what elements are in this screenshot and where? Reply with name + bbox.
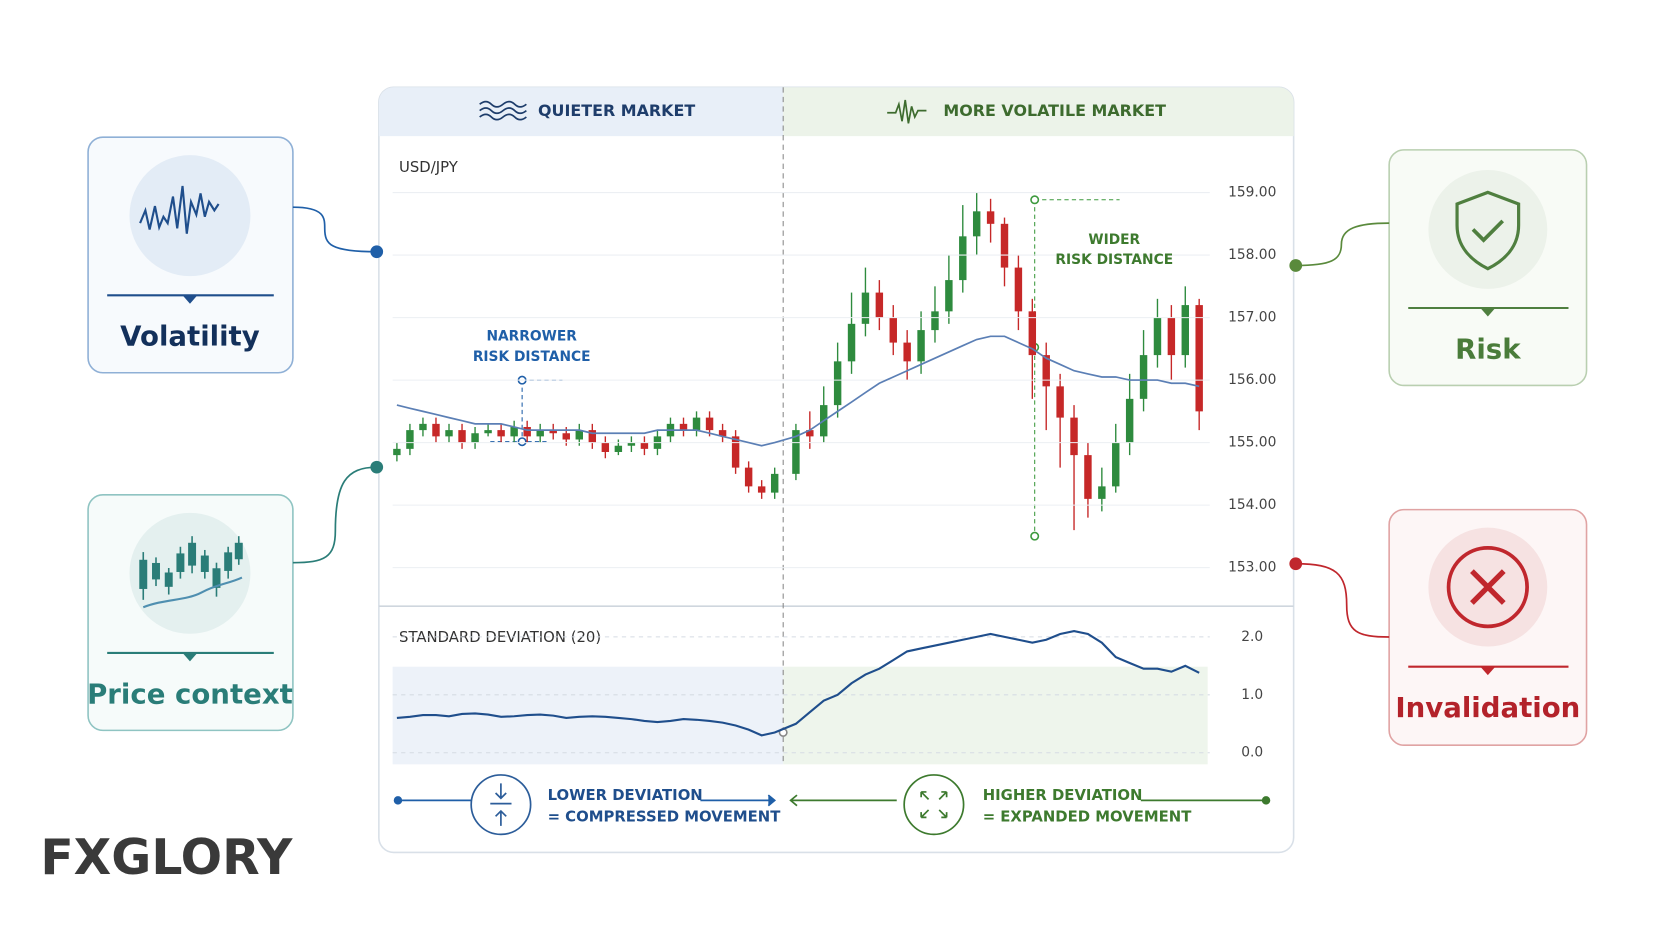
candle-body bbox=[731, 436, 740, 468]
header-left-bg bbox=[378, 87, 784, 137]
header-right: MORE VOLATILE MARKET bbox=[943, 101, 1166, 120]
card-label: Price context bbox=[87, 677, 293, 710]
candle-body bbox=[847, 323, 856, 362]
legend-text: = COMPRESSED MOVEMENT bbox=[548, 807, 782, 825]
candle-body bbox=[432, 423, 440, 437]
pulse-icon bbox=[887, 99, 927, 124]
candle-body bbox=[903, 342, 911, 362]
y-tick-label: 1.0 bbox=[1241, 687, 1263, 703]
candle-body bbox=[484, 430, 492, 434]
volatility-card bbox=[87, 136, 384, 374]
candle-body bbox=[640, 442, 649, 449]
candle-body bbox=[1125, 398, 1134, 443]
candle-body bbox=[757, 486, 766, 493]
invalidation-card bbox=[1289, 508, 1588, 747]
candle-body bbox=[833, 361, 842, 406]
candle-body bbox=[679, 423, 688, 431]
candle-body bbox=[1042, 355, 1050, 387]
candle-body bbox=[692, 417, 701, 431]
y-tick-label: 156.00 bbox=[1228, 372, 1276, 388]
candle-body bbox=[1098, 486, 1106, 499]
candle-body bbox=[562, 433, 570, 440]
candle-body bbox=[523, 426, 531, 437]
candle-body bbox=[945, 280, 953, 312]
candle-body bbox=[1139, 355, 1148, 399]
chart-title: STANDARD DEVIATION (20) bbox=[399, 628, 601, 646]
candle-body bbox=[536, 430, 544, 437]
candle-body bbox=[1000, 223, 1009, 268]
candle-body bbox=[875, 292, 884, 318]
legend-graphics bbox=[393, 774, 1271, 836]
candle-body bbox=[770, 473, 779, 493]
candle-body bbox=[889, 317, 897, 343]
y-tick-label: 158.00 bbox=[1228, 247, 1276, 263]
candle-body bbox=[588, 430, 597, 443]
legend-text: HIGHER DEVIATION bbox=[983, 786, 1143, 804]
candle-body bbox=[445, 430, 453, 437]
candle-body bbox=[1014, 267, 1023, 312]
y-tick-label: 157.00 bbox=[1228, 310, 1276, 326]
y-tick-label: 155.00 bbox=[1228, 435, 1276, 451]
price-context-card bbox=[87, 460, 384, 732]
candle-body bbox=[1028, 311, 1037, 356]
candle-body bbox=[792, 430, 800, 474]
candle-body bbox=[471, 433, 479, 443]
candle-body bbox=[744, 467, 753, 487]
candle-body bbox=[549, 430, 557, 434]
candle-body bbox=[1181, 305, 1189, 356]
candle-body bbox=[1153, 317, 1162, 356]
candle-body bbox=[1056, 386, 1064, 418]
candle-body bbox=[705, 417, 714, 431]
candle-body bbox=[458, 430, 466, 443]
sd-line bbox=[396, 630, 1200, 737]
candle-body bbox=[419, 423, 427, 431]
candle-body bbox=[1112, 442, 1120, 487]
card-label: Risk bbox=[1455, 332, 1521, 365]
candle-body bbox=[718, 430, 727, 437]
card-label: Invalidation bbox=[1395, 691, 1580, 724]
chart-title: USD/JPY bbox=[399, 158, 459, 176]
header-left: QUIETER MARKET bbox=[538, 101, 695, 120]
candle-body bbox=[614, 445, 623, 452]
sd-right-bg bbox=[783, 666, 1208, 765]
y-tick-label: 0.0 bbox=[1241, 745, 1263, 761]
candle-body bbox=[806, 430, 814, 437]
annotation: RISK DISTANCE bbox=[473, 349, 591, 365]
candle-body bbox=[601, 442, 610, 452]
candle-body bbox=[931, 311, 939, 331]
card-label: Volatility bbox=[120, 320, 260, 353]
brand-logo: FXGLORY bbox=[40, 829, 293, 886]
candle-body bbox=[1070, 417, 1078, 456]
candle-body bbox=[917, 330, 925, 362]
moving-average bbox=[396, 335, 1200, 447]
candle-body bbox=[575, 430, 583, 440]
risk-card bbox=[1289, 149, 1588, 387]
y-tick-label: 154.00 bbox=[1228, 497, 1276, 513]
y-tick-label: 153.00 bbox=[1228, 560, 1276, 576]
y-tick-label: 2.0 bbox=[1241, 629, 1263, 645]
candle-body bbox=[406, 430, 414, 449]
candle-body bbox=[959, 236, 967, 281]
candle-body bbox=[393, 448, 401, 456]
legend-text: LOWER DEVIATION bbox=[548, 786, 703, 804]
annotation: WIDER bbox=[1088, 232, 1140, 248]
legend-text: = EXPANDED MOVEMENT bbox=[983, 807, 1193, 825]
header-right-bg bbox=[783, 87, 1294, 137]
annotation: NARROWER bbox=[486, 329, 577, 345]
candle-body bbox=[1195, 305, 1203, 412]
y-tick-label: 159.00 bbox=[1228, 185, 1276, 201]
candle-body bbox=[1167, 317, 1176, 356]
candle-body bbox=[497, 430, 505, 437]
candle-body bbox=[972, 211, 981, 237]
annotation: RISK DISTANCE bbox=[1055, 252, 1173, 268]
candle-body bbox=[627, 442, 636, 446]
candle-body bbox=[1084, 455, 1092, 499]
candle-body bbox=[510, 426, 518, 437]
candle-body bbox=[861, 292, 870, 324]
candle-body bbox=[986, 211, 995, 224]
wave-icon bbox=[479, 100, 527, 121]
